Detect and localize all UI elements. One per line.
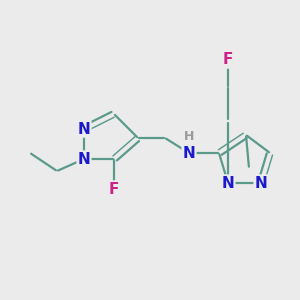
Text: F: F <box>223 52 233 68</box>
Text: N: N <box>255 176 267 190</box>
Text: N: N <box>183 146 195 160</box>
Text: N: N <box>222 176 234 190</box>
Text: H: H <box>184 130 194 143</box>
Text: N: N <box>78 152 90 166</box>
Text: F: F <box>109 182 119 196</box>
Text: N: N <box>78 122 90 136</box>
